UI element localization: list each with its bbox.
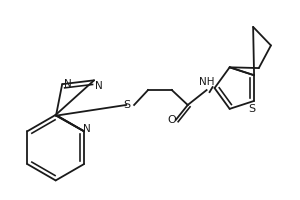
Text: N: N <box>95 81 103 91</box>
Text: NH: NH <box>199 77 214 87</box>
Text: S: S <box>124 100 131 110</box>
Text: N: N <box>64 79 72 89</box>
Text: S: S <box>248 104 256 114</box>
Text: O: O <box>167 115 176 125</box>
Text: N: N <box>83 124 91 134</box>
